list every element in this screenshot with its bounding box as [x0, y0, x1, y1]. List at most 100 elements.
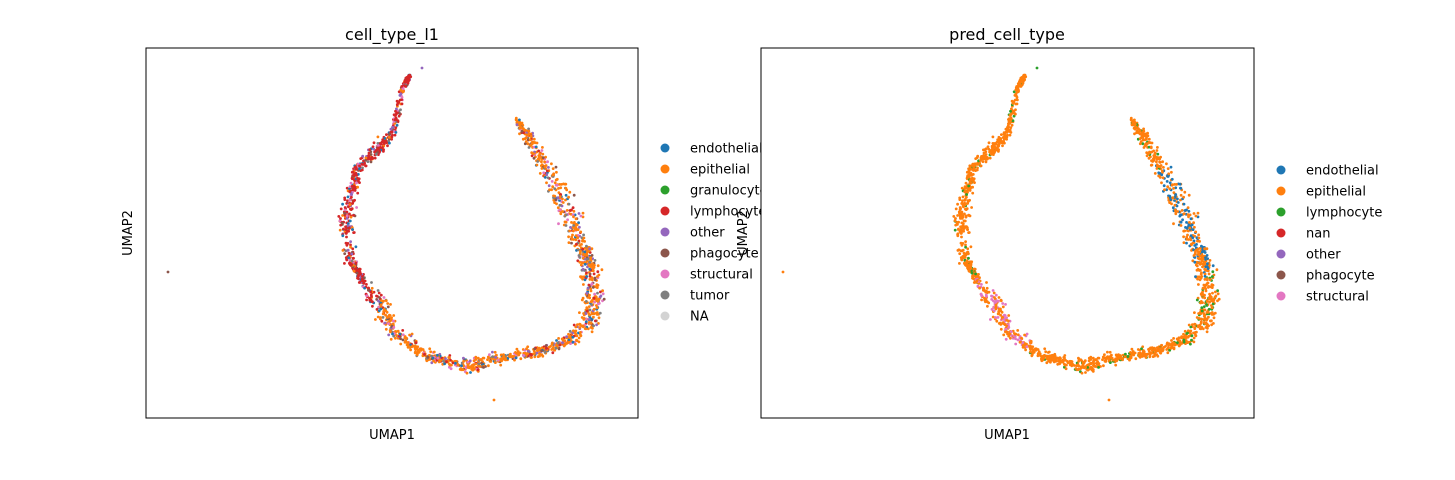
- cell-point: [1139, 140, 1143, 143]
- cell-point: [343, 206, 347, 209]
- cell-point: [1217, 297, 1221, 301]
- cell-point: [381, 312, 385, 316]
- cell-point: [588, 247, 591, 251]
- cell-point: [958, 196, 962, 200]
- cell-point: [405, 336, 408, 340]
- cell-point: [1203, 260, 1207, 264]
- cell-point: [549, 345, 552, 348]
- cell-point: [1003, 132, 1006, 136]
- cell-point: [354, 245, 358, 249]
- cell-point: [573, 226, 577, 230]
- legend-marker: [1276, 228, 1286, 238]
- cell-point: [577, 336, 581, 340]
- cell-point: [1166, 185, 1170, 189]
- cell-point: [371, 300, 374, 304]
- cell-point: [1158, 351, 1162, 354]
- cell-point: [432, 359, 435, 363]
- cell-point: [992, 146, 996, 150]
- cell-point: [348, 258, 352, 262]
- cell-point: [985, 286, 989, 290]
- cell-point: [975, 279, 979, 283]
- cell-point: [1187, 215, 1190, 219]
- cell-point: [1130, 123, 1134, 126]
- cell-point: [340, 221, 344, 225]
- cell-point: [1147, 137, 1151, 141]
- cell-point: [960, 243, 964, 247]
- cell-point: [343, 208, 347, 212]
- cell-point: [962, 205, 965, 209]
- cell-point: [1031, 349, 1035, 353]
- cell-point: [451, 361, 455, 365]
- legend-label: epithelial: [1306, 185, 1366, 200]
- cell-point: [588, 272, 592, 276]
- cell-point: [590, 330, 594, 334]
- cell-point: [356, 191, 360, 195]
- cell-point: [1200, 253, 1204, 257]
- cell-point: [576, 228, 580, 232]
- cell-point: [358, 181, 361, 185]
- cell-point: [1147, 156, 1151, 160]
- cell-point: [577, 239, 581, 243]
- y-axis-label: UMAP2: [121, 210, 136, 256]
- cell-point: [1202, 318, 1206, 321]
- cell-point: [369, 293, 373, 297]
- cell-point: [399, 88, 403, 92]
- cell-point: [379, 293, 383, 297]
- cell-point: [345, 235, 348, 239]
- cell-point: [456, 363, 460, 367]
- cell-point: [1183, 209, 1187, 212]
- cell-point: [1015, 102, 1019, 106]
- cell-point: [958, 262, 961, 265]
- cell-point: [1001, 302, 1005, 305]
- cell-point: [564, 193, 568, 197]
- cell-point: [559, 186, 563, 190]
- cell-point: [343, 252, 347, 256]
- cell-point: [337, 215, 341, 218]
- cell-point: [572, 229, 575, 233]
- cell-point: [398, 112, 402, 115]
- x-axis-label: UMAP1: [984, 428, 1030, 443]
- cell-point: [1003, 141, 1006, 145]
- cell-point: [1169, 346, 1173, 350]
- cell-point: [1180, 335, 1183, 339]
- cell-point: [982, 288, 985, 292]
- cell-point: [538, 172, 542, 175]
- cell-point: [1028, 344, 1032, 348]
- cell-point: [486, 358, 489, 361]
- cell-point: [969, 261, 973, 265]
- cell-point: [553, 187, 557, 191]
- cell-point: [466, 360, 470, 364]
- cell-point: [584, 320, 588, 324]
- cell-point: [590, 247, 594, 251]
- cell-point: [1156, 156, 1160, 160]
- cell-point: [990, 308, 994, 311]
- legend-marker: [1276, 270, 1286, 280]
- cell-point: [387, 333, 391, 337]
- cell-point: [975, 162, 979, 166]
- cell-point: [343, 262, 346, 265]
- cell-point: [1196, 256, 1200, 260]
- cell-point: [415, 353, 419, 357]
- cell-point: [1181, 218, 1184, 222]
- cell-point: [550, 162, 553, 166]
- cell-point: [538, 353, 542, 356]
- cell-point: [550, 180, 554, 183]
- cell-point: [383, 321, 387, 325]
- cell-point: [1192, 340, 1196, 344]
- cell-point: [349, 245, 352, 249]
- cell-point: [1059, 357, 1062, 360]
- cell-point: [600, 268, 604, 272]
- cell-point: [963, 185, 967, 189]
- cell-point: [1211, 291, 1214, 295]
- cell-point: [380, 299, 383, 302]
- cell-point: [1164, 345, 1167, 348]
- cell-point: [1015, 95, 1019, 99]
- cell-point: [585, 306, 589, 310]
- cell-point: [592, 307, 596, 311]
- cell-point: [1142, 146, 1146, 149]
- cell-point: [477, 362, 481, 366]
- cell-point: [353, 267, 357, 271]
- cell-point: [590, 254, 594, 257]
- cell-point: [528, 138, 532, 142]
- cell-point: [545, 169, 549, 173]
